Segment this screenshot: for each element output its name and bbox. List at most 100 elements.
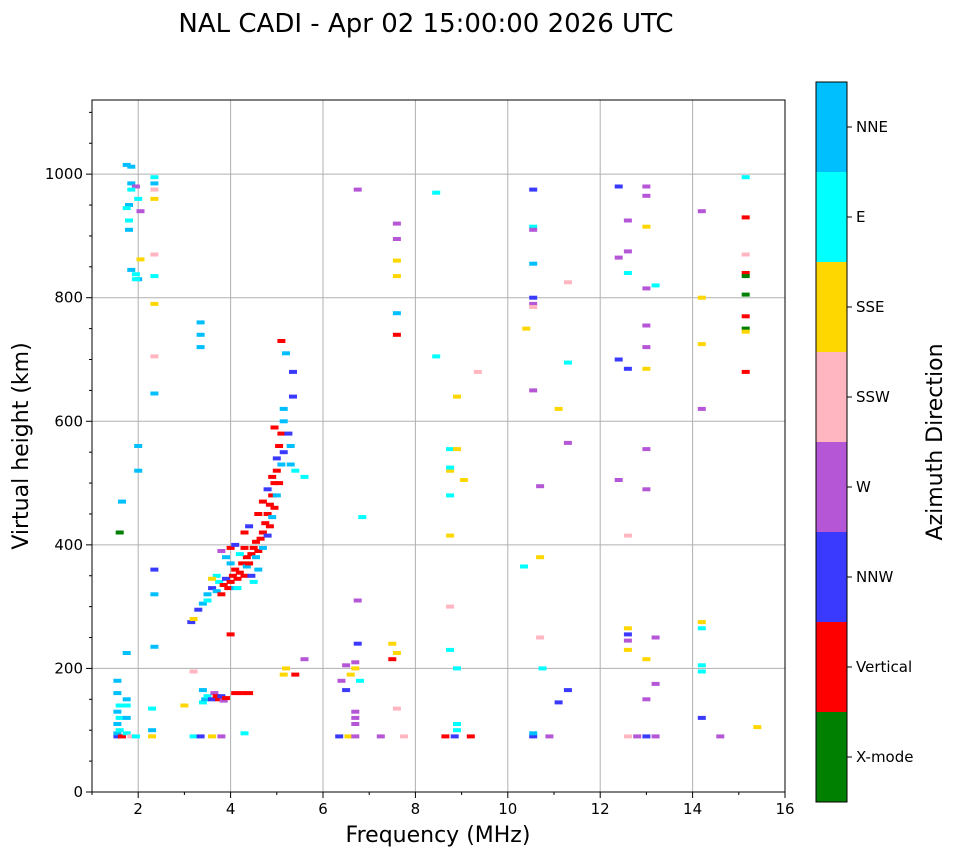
- data-point-w: [642, 323, 651, 328]
- data-point-e: [358, 515, 367, 520]
- data-point-w: [642, 487, 651, 492]
- colorbar: X-mode Vertical NNW W SSW SSE E NNE: [815, 81, 913, 803]
- data-point-e: [233, 586, 242, 591]
- data-point-nne: [122, 715, 131, 720]
- colorbar-label: NNW: [856, 568, 893, 586]
- data-point-nne: [122, 651, 131, 655]
- data-point-nne: [122, 162, 131, 167]
- x-tick-label: 8: [411, 800, 421, 818]
- data-point-e: [122, 731, 131, 736]
- data-point-w: [351, 715, 360, 720]
- data-point-nnw: [245, 524, 254, 529]
- data-point-nnw: [284, 431, 293, 436]
- data-point-nne: [113, 709, 122, 714]
- data-point-e: [240, 731, 249, 736]
- data-point-vertical: [270, 481, 279, 486]
- data-point-w: [697, 209, 706, 214]
- data-point-sse: [346, 672, 355, 677]
- data-point-e: [134, 196, 143, 201]
- data-point-nne: [258, 545, 267, 550]
- data-point-e: [115, 728, 124, 733]
- data-point-sse: [642, 224, 651, 229]
- colorbar-title: Azimuth Direction: [923, 343, 948, 540]
- x-tick-label: 14: [683, 800, 702, 818]
- data-point-sse: [446, 533, 455, 538]
- data-point-ssw: [392, 706, 401, 711]
- data-point-vertical: [242, 555, 251, 560]
- y-tick-label: 800: [54, 289, 83, 307]
- data-point-w: [529, 388, 538, 393]
- data-point-nnw: [247, 573, 256, 578]
- chart-title: NAL CADI - Apr 02 15:00:00 2026 UTC: [178, 9, 673, 39]
- data-point-e: [432, 354, 441, 359]
- data-point-sse: [697, 620, 706, 625]
- data-point-e: [432, 190, 441, 195]
- data-point-vertical: [275, 481, 284, 486]
- data-point-ssw: [536, 635, 545, 640]
- data-point-nne: [268, 515, 277, 520]
- data-point-e: [538, 666, 547, 671]
- data-point-vertical: [258, 499, 267, 504]
- data-point-e: [446, 493, 455, 498]
- data-point-w: [351, 722, 360, 726]
- data-point-nne: [212, 589, 221, 594]
- data-point-e: [122, 703, 131, 708]
- data-point-vertical: [263, 512, 272, 516]
- data-point-vertical: [226, 545, 235, 550]
- data-point-e: [697, 669, 706, 674]
- colorbar-label: NNE: [856, 118, 888, 136]
- data-point-vertical: [256, 536, 265, 541]
- data-point-nne: [196, 320, 205, 325]
- data-point-w: [351, 660, 360, 665]
- data-point-nnw: [208, 586, 217, 591]
- data-point-sse: [344, 734, 353, 739]
- data-point-w: [633, 734, 642, 739]
- data-point-vertical: [741, 215, 750, 220]
- data-point-vertical: [235, 570, 244, 575]
- x-tick-label: 16: [775, 800, 794, 818]
- data-point-nne: [150, 181, 159, 186]
- data-point-w: [351, 734, 360, 739]
- data-point-nne: [122, 697, 131, 702]
- data-point-nne: [242, 564, 251, 569]
- data-point-vertical: [224, 586, 233, 591]
- data-point-vertical: [228, 573, 237, 578]
- data-point-sse: [453, 394, 461, 399]
- data-point-vertical: [258, 530, 267, 535]
- data-point-nne: [148, 728, 157, 733]
- data-point-nne: [113, 691, 122, 696]
- data-point-nnw: [272, 456, 281, 461]
- data-point-sse: [697, 295, 706, 300]
- data-point-nnw: [614, 357, 623, 362]
- data-point-sse: [536, 555, 545, 560]
- data-point-vertical: [226, 579, 235, 584]
- data-point-w: [219, 698, 228, 703]
- data-point-nne: [113, 731, 122, 736]
- colorbar-label: E: [856, 208, 865, 226]
- data-point-nne: [529, 731, 538, 736]
- data-point-sse: [150, 301, 159, 306]
- data-point-nne: [113, 722, 122, 726]
- data-point-e: [203, 694, 212, 699]
- data-point-ssw: [189, 669, 198, 674]
- data-point-e: [291, 468, 300, 473]
- data-point-nnw: [289, 394, 297, 399]
- data-point-vertical: [291, 672, 300, 677]
- data-point-w: [642, 184, 651, 189]
- data-point-e: [215, 579, 224, 584]
- data-point-nne: [150, 391, 159, 396]
- data-point-nne: [196, 332, 205, 337]
- axis-ticks: 2 4 6 8 10 12 14 16 0 200 400 600 800 1000: [45, 111, 795, 818]
- data-point-nnw: [529, 187, 538, 192]
- data-point-nne: [150, 592, 159, 597]
- data-point-vertical: [247, 552, 256, 557]
- data-point-sse: [148, 734, 157, 739]
- data-point-w: [623, 638, 632, 643]
- data-point-e: [446, 465, 455, 470]
- colorbar-swatch-nne: [816, 82, 847, 172]
- data-point-e: [741, 175, 750, 180]
- data-point-e: [446, 647, 455, 652]
- data-point-nne: [392, 311, 401, 316]
- data-point-vertical: [268, 493, 277, 498]
